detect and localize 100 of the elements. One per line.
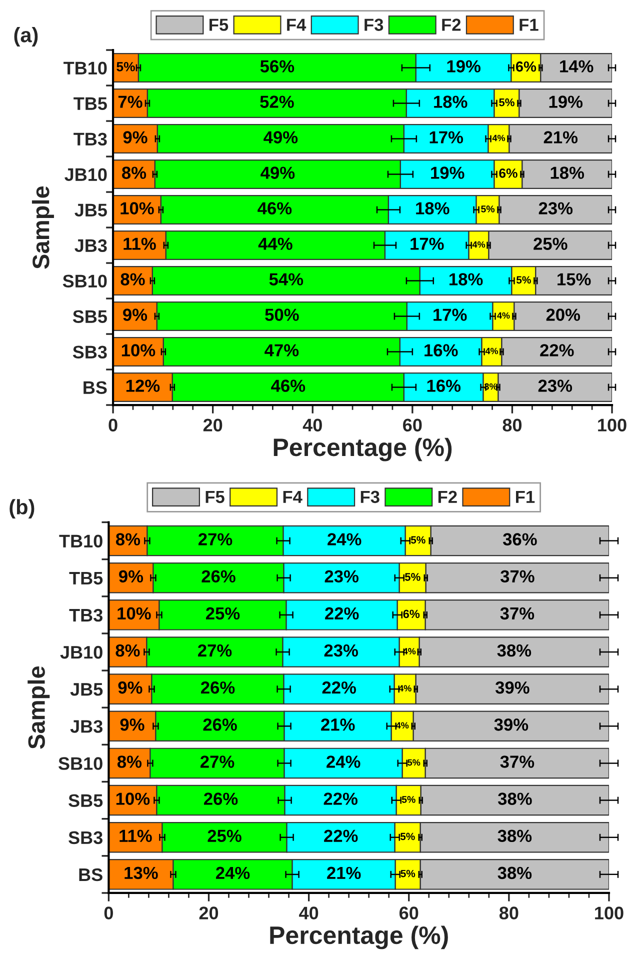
data-label: 9% <box>118 681 142 694</box>
data-label: 50% <box>265 308 299 321</box>
data-label: 5% <box>116 62 135 72</box>
data-label: 5% <box>499 98 514 106</box>
data-label: 18% <box>450 273 483 286</box>
x-tick-label: 60 <box>403 418 422 432</box>
data-label: 37% <box>500 570 534 583</box>
y-axis-title: Sample <box>28 666 50 749</box>
y-tick-label: JB5 <box>74 204 107 216</box>
x-tick-label: 100 <box>598 418 626 432</box>
legend-label: F1 <box>520 18 538 31</box>
chart-title: (a) <box>14 27 38 46</box>
data-label: 4% <box>497 312 510 319</box>
data-label: 26% <box>203 718 237 731</box>
data-label: 23% <box>538 380 572 392</box>
x-tick-label: 80 <box>499 906 518 920</box>
y-tick-label: TB5 <box>74 97 107 110</box>
data-label: 19% <box>431 166 464 179</box>
y-tick-label: TB3 <box>69 608 102 622</box>
y-tick-label: JB10 <box>64 168 107 181</box>
data-label: 38% <box>498 792 532 805</box>
data-label: 5% <box>481 206 495 212</box>
y-tick-label: TB3 <box>74 132 107 146</box>
data-label: 36% <box>502 533 537 546</box>
data-label: 49% <box>260 166 295 179</box>
legend-label: F1 <box>516 490 535 503</box>
data-label: 17% <box>410 238 444 250</box>
data-label: 56% <box>260 60 294 72</box>
data-label: 4% <box>472 241 486 248</box>
data-label: 11% <box>124 238 156 250</box>
legend-label: F4 <box>287 18 306 31</box>
x-tick-label: 80 <box>502 418 522 432</box>
data-label: 4% <box>396 722 409 729</box>
y-tick-label: TB5 <box>69 572 103 585</box>
y-tick-label: JB5 <box>70 683 103 696</box>
x-tick-label: 20 <box>199 906 218 920</box>
y-tick-label: SB3 <box>68 831 102 844</box>
data-label: 10% <box>122 344 156 356</box>
data-label: 5% <box>402 796 416 803</box>
x-axis-title: Percentage (%) <box>270 926 448 950</box>
data-label: 5% <box>516 276 531 284</box>
legend-label: F3 <box>360 490 380 504</box>
data-label: 9% <box>120 718 144 731</box>
data-label: 5% <box>408 759 420 766</box>
y-tick-label: SB3 <box>72 346 107 359</box>
data-label: 25% <box>206 607 240 620</box>
data-label: 4% <box>485 348 498 354</box>
data-label: 12% <box>126 380 160 392</box>
x-tick-label: 0 <box>104 906 113 920</box>
legend-label: F3 <box>364 18 384 31</box>
data-label: 44% <box>258 238 292 250</box>
y-tick-label: BS <box>84 381 107 394</box>
data-label: 54% <box>269 273 304 286</box>
data-label: 49% <box>264 131 298 144</box>
x-tick-label: 0 <box>108 418 118 432</box>
data-label: 6% <box>499 168 518 178</box>
data-label: 27% <box>198 533 232 546</box>
y-axis-title: Sample <box>32 186 54 269</box>
data-label: 19% <box>447 60 480 72</box>
data-label: 22% <box>325 607 359 620</box>
data-label: 37% <box>500 607 534 620</box>
data-label: 7% <box>118 96 142 108</box>
data-label: 22% <box>324 792 358 805</box>
data-label: 17% <box>430 131 464 144</box>
y-tick-label: TB10 <box>59 534 102 548</box>
data-label: 16% <box>427 380 461 392</box>
y-tick-label: SB5 <box>68 794 103 807</box>
data-label: 17% <box>434 308 467 321</box>
data-label: 21% <box>327 866 361 880</box>
data-label: 27% <box>200 756 234 768</box>
data-label: 9% <box>123 308 148 321</box>
data-label: 39% <box>494 718 528 731</box>
data-label: 16% <box>424 344 458 356</box>
data-label: 8% <box>116 533 140 546</box>
data-label: 5% <box>400 870 416 878</box>
data-label: 25% <box>534 238 568 250</box>
x-tick-label: 40 <box>299 906 318 920</box>
x-tick-label: 100 <box>595 906 624 920</box>
data-label: 26% <box>200 681 235 694</box>
y-tick-label: JB3 <box>74 239 107 252</box>
legend-label: F5 <box>210 18 228 31</box>
data-label: 21% <box>544 131 578 144</box>
legend-label: F5 <box>206 490 224 504</box>
data-label: 14% <box>560 60 594 72</box>
data-label: 22% <box>322 681 356 694</box>
data-label: 46% <box>271 380 306 392</box>
data-label: 13% <box>124 866 158 880</box>
data-label: 26% <box>204 792 238 805</box>
data-label: 52% <box>260 96 294 108</box>
data-label: 8% <box>117 756 142 768</box>
data-label: 10% <box>120 202 154 214</box>
data-label: 38% <box>497 644 532 657</box>
x-tick-label: 60 <box>399 906 418 920</box>
data-label: 38% <box>498 830 532 842</box>
data-label: 25% <box>208 830 242 842</box>
data-label: 6% <box>403 610 420 618</box>
data-label: 6% <box>516 61 536 72</box>
x-tick-label: 20 <box>203 418 222 432</box>
y-tick-label: TB10 <box>64 62 107 74</box>
data-label: 23% <box>324 570 358 583</box>
